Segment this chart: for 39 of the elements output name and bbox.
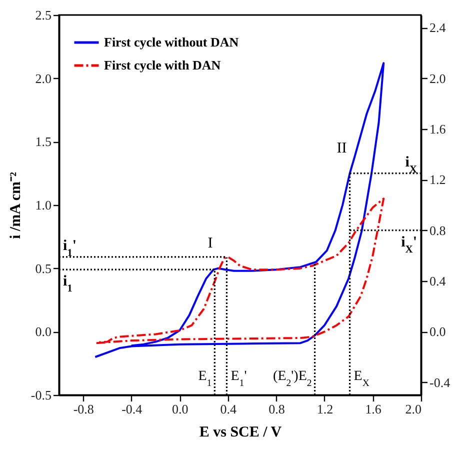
y2-tick-label: 1.2: [430, 172, 446, 188]
y2-tick-label: 2.0: [430, 70, 446, 86]
x-axis-title: E vs SCE / V: [199, 424, 282, 440]
y-tick-label: 2.5: [35, 8, 52, 22]
y-tick-label: 1.5: [35, 134, 52, 150]
line-series: [95, 198, 385, 344]
y2-tick-label: 2.4: [430, 20, 446, 36]
annotation: II: [336, 140, 347, 156]
annotation: I: [208, 235, 213, 252]
ref-line-label: (E$_{2}$')E$_{2}$: [273, 369, 312, 388]
ref-line-label: E$_{1}$': [230, 369, 247, 388]
x-tick-label: 0.8: [268, 402, 285, 416]
x-tick-label: 2.0: [405, 402, 422, 416]
y-axis-title: i /mA cm⁻²: [8, 172, 24, 239]
y2-tick-label: 0.4: [430, 274, 446, 288]
ref-line-label: i$_{1}$': [63, 238, 77, 258]
x-tick-label: 1.6: [365, 402, 382, 416]
legend-label: First cycle without DAN: [104, 34, 240, 50]
y2-tick-label: 0.0: [430, 324, 446, 340]
y2-tick-label: 1.6: [430, 122, 446, 136]
y2-tick-label: 0.8: [430, 222, 446, 238]
y-tick-label: -0.5: [30, 388, 52, 402]
x-tick-label: -0.8: [73, 402, 94, 416]
ref-line-label: i$_{1}$: [63, 274, 72, 294]
y-tick-label: 1.0: [35, 198, 52, 212]
line-series: [94, 62, 385, 358]
x-tick-label: 0.4: [220, 402, 238, 416]
y-tick-label: 0.5: [35, 260, 52, 276]
ref-line-label: i$_{X}$': [401, 234, 417, 255]
y2-tick-label: -0.4: [430, 374, 451, 390]
y-tick-label: 0.0: [35, 324, 52, 340]
legend-label: First cycle with DAN: [104, 58, 222, 72]
ref-line-label: E$_{X}$: [354, 369, 370, 388]
ref-line-label: i$_{X}$: [405, 154, 418, 175]
x-tick-label: 0.0: [172, 402, 188, 416]
ref-line-label: E$_{1}$: [198, 369, 212, 388]
y-tick-label: 2.0: [35, 70, 52, 86]
x-tick-label: -0.4: [122, 402, 143, 416]
x-tick-label: 1.2: [316, 402, 334, 416]
